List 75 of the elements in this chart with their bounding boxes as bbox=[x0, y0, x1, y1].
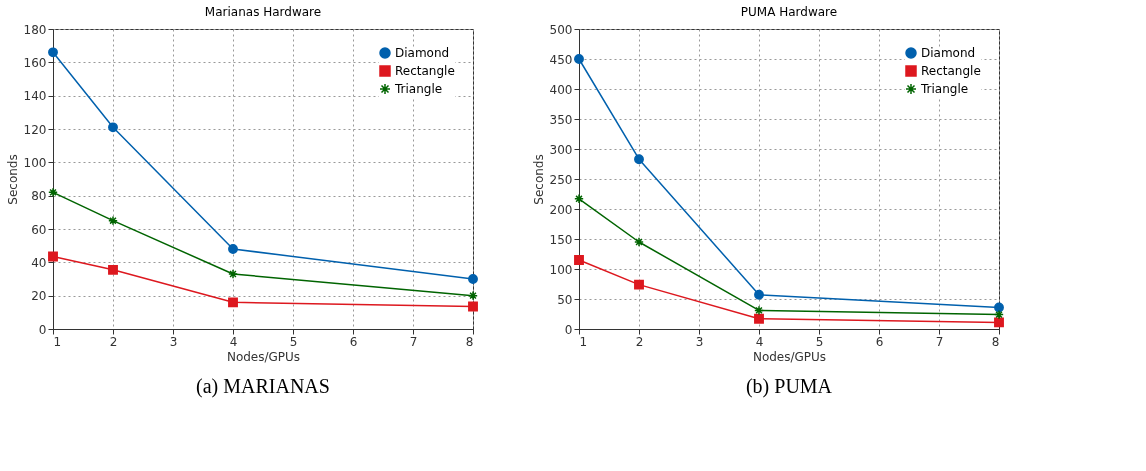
point bbox=[228, 269, 238, 279]
y-tick-label: 20 bbox=[31, 289, 47, 304]
y-axis-title: Seconds bbox=[5, 154, 20, 205]
point bbox=[994, 309, 1004, 320]
point bbox=[48, 187, 58, 198]
y-tick-label: 400 bbox=[549, 82, 573, 97]
legend-label: Rectangle bbox=[921, 64, 981, 78]
x-axis-title: Nodes/GPUs bbox=[752, 349, 827, 364]
x-tick-label: 2 bbox=[109, 334, 118, 349]
x-tick-label: 5 bbox=[815, 334, 824, 349]
point bbox=[574, 193, 584, 204]
point bbox=[994, 317, 1004, 328]
y-tick-label: 40 bbox=[31, 255, 47, 270]
x-tick-label: 1 bbox=[579, 334, 588, 349]
text: (b) PUMA bbox=[745, 375, 833, 398]
y-tick-label: 500 bbox=[549, 22, 573, 37]
y-tick-label: 160 bbox=[23, 55, 47, 70]
point bbox=[634, 237, 644, 247]
point bbox=[468, 274, 478, 284]
point bbox=[108, 215, 118, 226]
x-tick-label: 7 bbox=[409, 334, 418, 349]
point bbox=[754, 305, 764, 316]
x-tick-label: 6 bbox=[349, 334, 358, 349]
point bbox=[108, 122, 118, 133]
legend-label: Triangle bbox=[920, 82, 969, 96]
y-tick-label: 0 bbox=[564, 322, 573, 337]
x-tick-label: 2 bbox=[635, 334, 644, 349]
x-tick-label: 8 bbox=[991, 334, 1000, 349]
y-tick-label: 120 bbox=[23, 122, 47, 137]
y-tick-label: 100 bbox=[23, 155, 47, 170]
y-tick-label: 150 bbox=[549, 232, 573, 247]
x-tick-label: 1 bbox=[53, 334, 62, 349]
legend-label: Diamond bbox=[921, 46, 976, 60]
chart-title: Marianas Hardware bbox=[204, 5, 322, 19]
y-tick-label: 350 bbox=[549, 112, 573, 127]
point bbox=[228, 297, 238, 308]
x-tick-label: 7 bbox=[935, 334, 944, 349]
y-tick-label: 60 bbox=[31, 222, 47, 237]
point bbox=[634, 279, 644, 290]
point bbox=[574, 54, 584, 64]
text: (a) MARIANAS bbox=[196, 375, 330, 398]
y-tick-label: 50 bbox=[557, 292, 573, 307]
x-tick-label: 6 bbox=[875, 334, 884, 349]
chart-title: PUMA Hardware bbox=[740, 5, 838, 19]
x-tick-label: 8 bbox=[465, 334, 474, 349]
point bbox=[48, 47, 58, 58]
x-tick-label: 3 bbox=[695, 334, 704, 349]
y-axis-title: Seconds bbox=[531, 154, 546, 205]
point bbox=[48, 251, 58, 262]
y-tick-label: 140 bbox=[23, 89, 47, 104]
point bbox=[754, 289, 764, 300]
point bbox=[754, 313, 764, 324]
legend-label: Triangle bbox=[394, 82, 443, 96]
x-tick-label: 4 bbox=[755, 334, 764, 349]
legend-label: Rectangle bbox=[395, 64, 455, 78]
x-tick-label: 4 bbox=[229, 334, 238, 349]
y-tick-label: 450 bbox=[549, 52, 573, 67]
point bbox=[108, 264, 118, 275]
y-tick-label: 300 bbox=[549, 142, 573, 157]
x-tick-label: 5 bbox=[289, 334, 298, 349]
y-tick-label: 250 bbox=[549, 172, 573, 187]
point bbox=[468, 290, 478, 301]
x-tick-label: 3 bbox=[169, 334, 178, 349]
y-tick-label: 0 bbox=[38, 322, 47, 337]
legend-label: Diamond bbox=[395, 46, 450, 60]
point bbox=[468, 301, 478, 312]
y-tick-label: 200 bbox=[549, 202, 573, 217]
y-tick-label: 80 bbox=[31, 189, 47, 204]
point bbox=[994, 302, 1004, 313]
point bbox=[574, 255, 584, 265]
y-tick-label: 100 bbox=[549, 262, 573, 277]
x-axis-title: Nodes/GPUs bbox=[226, 349, 301, 364]
point bbox=[228, 244, 238, 254]
y-tick-label: 180 bbox=[23, 22, 47, 37]
point bbox=[634, 154, 644, 165]
